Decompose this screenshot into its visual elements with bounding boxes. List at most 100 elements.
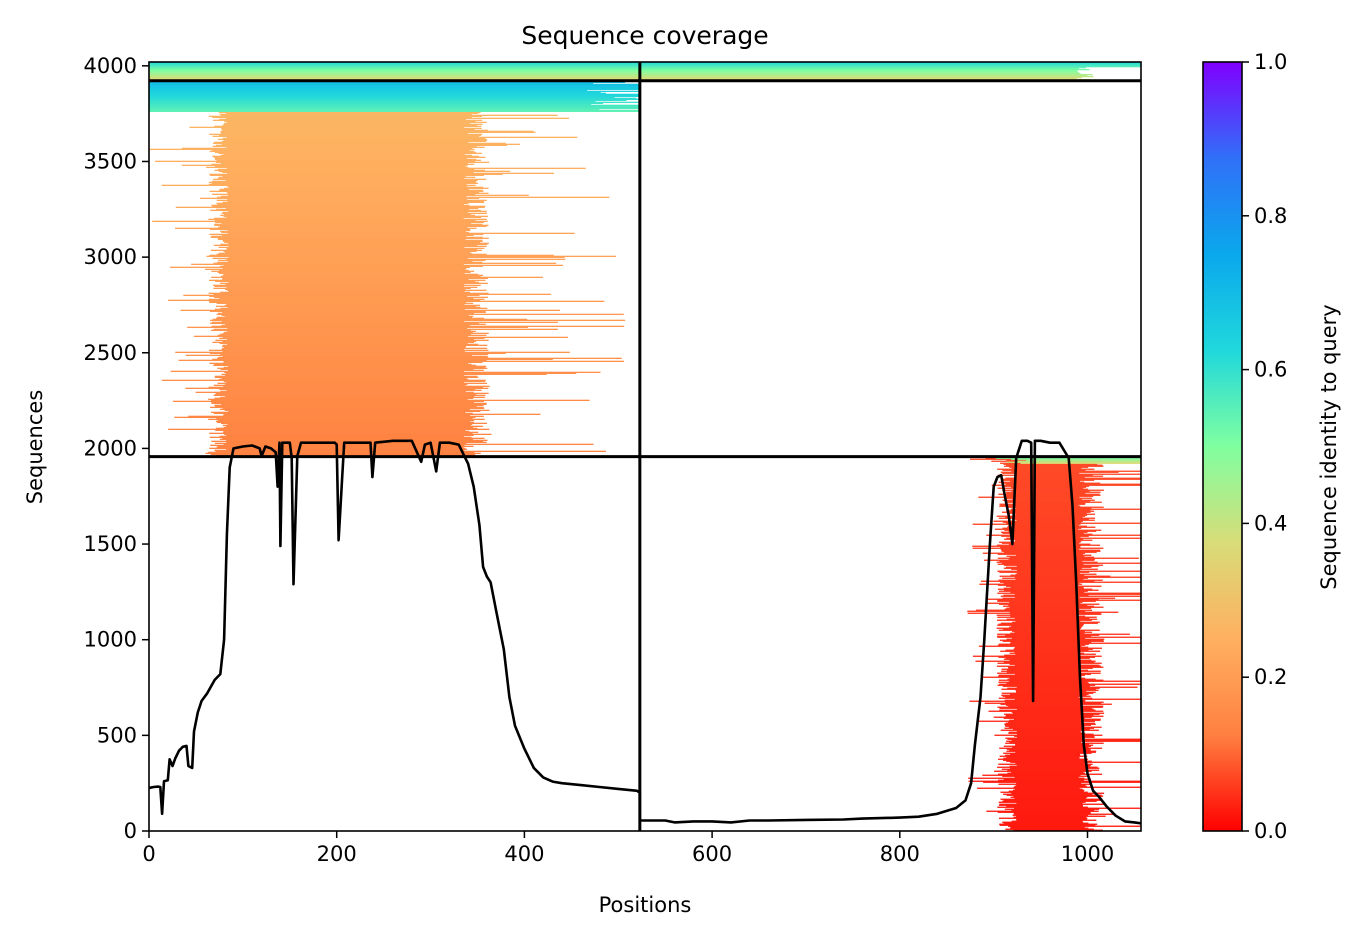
alignment-row	[1014, 735, 1095, 737]
alignment-row	[211, 204, 470, 206]
alignment-row	[209, 352, 506, 354]
alignment-row	[226, 167, 586, 169]
alignment-row	[968, 780, 1141, 782]
alignment-row	[1014, 473, 1141, 475]
alignment-row	[1003, 661, 1095, 663]
alignment-row	[149, 63, 1141, 65]
alignment-row	[997, 624, 1084, 626]
alignment-row	[215, 161, 490, 163]
alignment-row	[149, 77, 1082, 79]
alignment-row	[178, 359, 487, 361]
alignment-row	[1014, 807, 1141, 809]
alignment-row	[219, 408, 470, 410]
alignment-row	[1002, 479, 1095, 481]
alignment-row	[227, 200, 484, 202]
alignment-row	[209, 432, 473, 434]
alignment-row	[216, 446, 464, 448]
alignment-row	[1015, 578, 1084, 580]
alignment-row	[227, 330, 476, 332]
alignment-row	[1003, 745, 1091, 747]
alignment-row	[1000, 703, 1112, 705]
alignment-row	[228, 256, 565, 258]
alignment-row	[1013, 712, 1105, 714]
alignment-row	[1006, 555, 1085, 557]
alignment-row	[209, 362, 469, 364]
alignment-row	[226, 303, 465, 305]
alignment-row	[213, 412, 473, 414]
alignment-row	[226, 448, 468, 450]
alignment-row	[224, 346, 466, 348]
alignment-row	[210, 406, 484, 408]
y-tick-label: 2500	[84, 341, 137, 365]
alignment-row	[1002, 499, 1095, 501]
alignment-row	[216, 302, 474, 304]
alignment-row	[211, 270, 474, 272]
alignment-row	[222, 267, 467, 269]
alignment-row	[220, 307, 488, 309]
alignment-row	[189, 126, 465, 128]
alignment-row	[216, 313, 624, 315]
alignment-row	[227, 172, 554, 174]
alignment-row	[997, 662, 1102, 664]
alignment-row	[1006, 756, 1080, 758]
alignment-row	[1009, 749, 1091, 751]
alignment-row	[214, 296, 488, 298]
alignment-row	[200, 197, 480, 199]
alignment-row	[1008, 790, 1084, 792]
alignment-row	[1012, 630, 1085, 632]
alignment-row	[149, 96, 615, 98]
alignment-row	[215, 420, 471, 422]
alignment-row	[149, 91, 601, 93]
alignment-row	[1011, 637, 1086, 639]
alignment-row	[1010, 693, 1089, 695]
alignment-row	[223, 360, 625, 362]
alignment-row	[213, 287, 471, 289]
alignment-row	[227, 343, 479, 345]
alignment-row	[1016, 784, 1086, 786]
alignment-row	[227, 338, 474, 340]
alignment-row	[997, 553, 1083, 555]
alignment-row	[223, 215, 488, 217]
alignment-row	[978, 496, 1080, 498]
alignment-row	[1010, 753, 1081, 755]
alignment-row	[149, 92, 606, 94]
alignment-row	[1010, 615, 1086, 617]
alignment-row	[1017, 708, 1094, 710]
alignment-row	[1008, 732, 1086, 734]
alignment-row	[967, 610, 1086, 612]
alignment-row	[222, 311, 486, 313]
alignment-row	[1006, 682, 1089, 684]
alignment-row	[997, 592, 1141, 594]
alignment-row	[227, 327, 468, 329]
alignment-row	[999, 560, 1083, 562]
alignment-row	[1007, 678, 1096, 680]
alignment-row	[999, 503, 1086, 505]
alignment-row	[1010, 613, 1102, 615]
colorbar-axis: 0.0 0.2 0.4 0.6 0.8 1.0	[1242, 50, 1287, 843]
alignment-row	[1006, 671, 1081, 673]
alignment-row	[223, 443, 594, 445]
alignment-row	[222, 274, 484, 276]
alignment-row	[223, 250, 477, 252]
alignment-row	[213, 262, 557, 264]
alignment-row	[221, 231, 469, 233]
alignment-row	[224, 315, 474, 317]
alignment-row	[149, 103, 592, 105]
alignment-row	[211, 235, 467, 237]
alignment-row	[224, 139, 488, 141]
alignment-row	[223, 414, 471, 416]
alignment-row	[215, 221, 484, 223]
alignment-row	[1011, 458, 1141, 460]
alignment-row	[997, 806, 1088, 808]
alignment-row	[999, 709, 1096, 711]
alignment-row	[149, 72, 1079, 74]
alignment-row	[217, 237, 489, 239]
alignment-row	[1007, 500, 1090, 502]
alignment-row	[219, 396, 486, 398]
alignment-row	[1017, 733, 1094, 735]
alignment-row	[225, 179, 478, 181]
alignment-row	[226, 191, 480, 193]
alignment-row	[1016, 802, 1083, 804]
heatmap-layer	[149, 62, 1141, 831]
alignment-row	[1014, 698, 1141, 700]
